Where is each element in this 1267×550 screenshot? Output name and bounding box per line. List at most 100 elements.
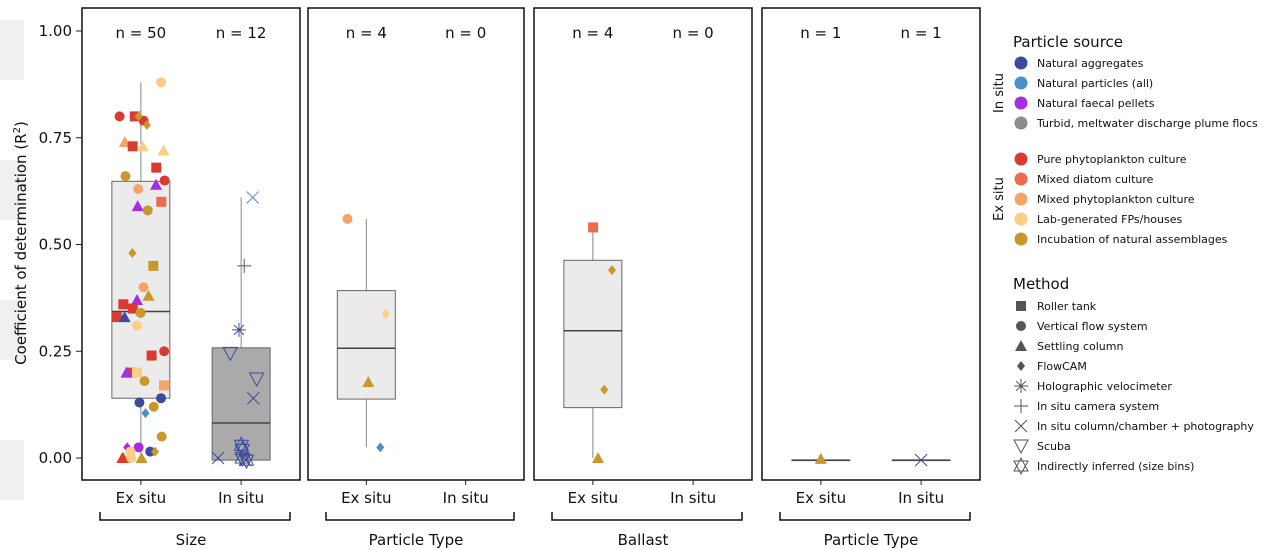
data-point xyxy=(231,322,246,337)
marker-diamond xyxy=(607,265,616,276)
data-point xyxy=(376,442,385,453)
group-label: Ballast xyxy=(618,531,669,549)
data-point xyxy=(158,380,169,391)
marker-triangle xyxy=(116,452,129,463)
panel-frame xyxy=(761,7,981,481)
marker-cross-b xyxy=(211,451,225,465)
marker-circle xyxy=(133,183,144,194)
data-point xyxy=(120,366,133,378)
x-tick-label: In situ xyxy=(218,489,264,507)
legend-source-swatch xyxy=(1014,96,1028,110)
marker-diamond xyxy=(123,442,132,453)
marker-cross-b xyxy=(246,191,260,204)
n-label: n = 0 xyxy=(673,24,714,42)
data-point xyxy=(156,196,167,207)
marker-triangle-down xyxy=(222,346,239,362)
marker-circle xyxy=(139,376,150,387)
data-point xyxy=(125,367,136,378)
data-point xyxy=(156,431,167,442)
marker-circle xyxy=(134,397,145,408)
x-tick-label: Ex situ xyxy=(568,489,619,507)
legend-source-label: Natural particles (all) xyxy=(1037,77,1153,90)
legend-source-label: Natural faecal pellets xyxy=(1037,97,1155,110)
legend-source-label: Lab-generated FPs/houses xyxy=(1037,213,1183,226)
data-point xyxy=(116,452,129,463)
marker-cross-b xyxy=(1014,419,1028,433)
marker-circle xyxy=(133,442,144,453)
legend-source-swatch xyxy=(1014,152,1028,166)
marker-square xyxy=(118,299,129,310)
data-point xyxy=(237,258,252,273)
y-tick-label: 0.75 xyxy=(39,129,72,147)
legend-method-swatch xyxy=(1013,456,1029,476)
marker-cross-b xyxy=(239,453,252,467)
marker-circle xyxy=(159,175,170,186)
marker-square xyxy=(131,367,142,378)
marker-triangle xyxy=(362,375,375,387)
marker-cross-b xyxy=(914,453,928,467)
data-point xyxy=(133,442,144,453)
data-point xyxy=(134,397,145,408)
data-point xyxy=(136,140,149,152)
box xyxy=(211,347,271,461)
marker-square xyxy=(127,141,138,152)
data-point xyxy=(234,440,251,459)
marker-diamond xyxy=(142,119,151,130)
data-point xyxy=(131,200,144,212)
legend-method-label: Roller tank xyxy=(1037,300,1097,313)
marker-triangle xyxy=(1015,340,1027,351)
x-tick-label: In situ xyxy=(443,489,489,507)
marker-diamond xyxy=(376,442,385,453)
data-point xyxy=(239,453,252,467)
n-label: n = 50 xyxy=(116,24,167,42)
marker-square xyxy=(146,350,157,361)
legend-source-label: Turbid, meltwater discharge plume flocs xyxy=(1036,117,1258,130)
legend-method-swatch xyxy=(1014,379,1028,393)
panel: n = 1 Ex situ n = 1 In situ Particle Type xyxy=(761,7,981,549)
legend-method: Method Roller tank Vertical flow system Set… xyxy=(1013,275,1254,476)
data-point xyxy=(157,144,170,156)
marker-square xyxy=(1016,301,1026,311)
marker-circle xyxy=(142,205,153,216)
data-point xyxy=(342,213,353,224)
marker-triangle xyxy=(591,452,604,463)
legend-method-label: Vertical flow system xyxy=(1037,320,1148,333)
data-point xyxy=(118,299,129,310)
data-point xyxy=(111,312,122,323)
marker-triangle xyxy=(142,289,155,301)
panels: n = 50 Ex situ n = 12 In situ Size n = 4 Ex si… xyxy=(81,7,981,549)
legend-source-swatch xyxy=(1014,76,1028,90)
legend-method-swatch xyxy=(1014,399,1028,413)
data-point xyxy=(148,260,159,271)
marker-sod-down xyxy=(238,454,255,470)
data-point xyxy=(123,442,132,453)
group-label: Particle Type xyxy=(369,531,464,549)
marker-asterisk-stroke xyxy=(1015,380,1027,392)
x-tick-label: Ex situ xyxy=(341,489,392,507)
data-point xyxy=(138,282,149,293)
legend-source-swatch xyxy=(1014,192,1028,206)
marker-sod-up xyxy=(234,440,251,455)
data-point xyxy=(588,222,599,233)
data-point xyxy=(607,265,616,276)
y-axis-label: Coefficient of determination (R2) xyxy=(12,121,30,365)
data-point xyxy=(128,248,137,259)
marker-sod-up xyxy=(1013,456,1029,472)
legend-source-swatch xyxy=(1014,116,1028,130)
legend-method-label: In situ column/chamber + photography xyxy=(1037,420,1254,433)
marker-square xyxy=(588,222,599,233)
legend-method-swatch xyxy=(1016,321,1026,331)
legend-method-label: Settling column xyxy=(1037,340,1123,353)
marker-circle xyxy=(156,431,167,442)
marker-diamond xyxy=(381,309,390,320)
y-axis-label-main: Coefficient of determination (R xyxy=(12,133,30,364)
marker-circle xyxy=(156,393,167,404)
data-point xyxy=(814,452,827,464)
data-point xyxy=(142,205,153,216)
data-point xyxy=(120,171,131,182)
y-tick-label: 0.50 xyxy=(39,236,72,254)
data-point xyxy=(246,191,260,204)
marker-triangle xyxy=(157,144,170,156)
legend-method-label: Indirectly inferred (size bins) xyxy=(1037,460,1194,473)
data-point xyxy=(127,303,138,314)
